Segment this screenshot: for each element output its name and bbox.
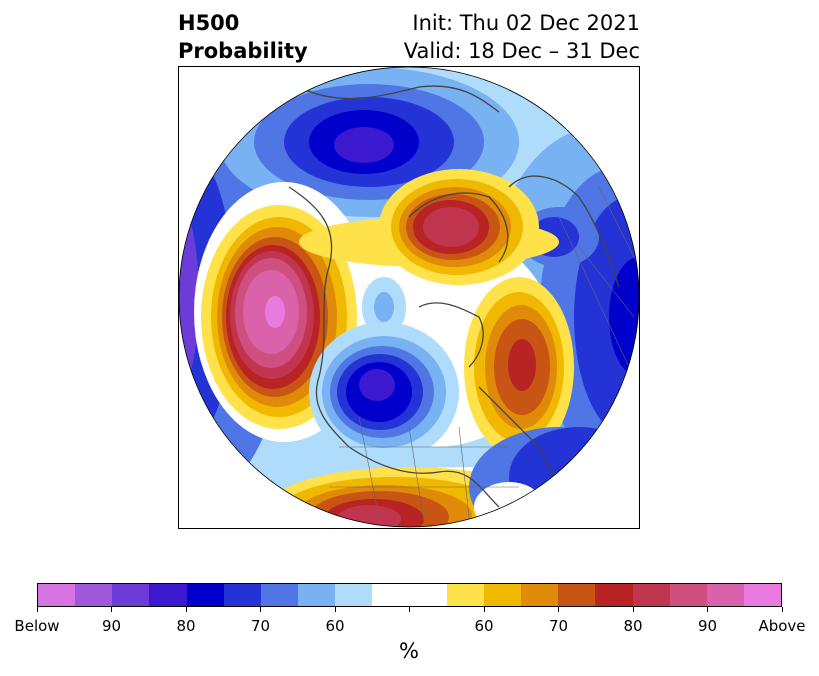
valid-range: Valid: 18 Dec – 31 Dec xyxy=(403,39,640,63)
colorbar xyxy=(37,583,782,607)
colorbar-swatch xyxy=(75,584,113,606)
map-boundary xyxy=(179,67,639,528)
colorbar-tick xyxy=(111,607,112,612)
init-date: Init: Thu 02 Dec 2021 xyxy=(412,11,640,35)
map-panel xyxy=(178,66,640,529)
probability-map xyxy=(179,67,639,528)
colorbar-swatch xyxy=(706,584,744,606)
colorbar-tick xyxy=(632,607,634,612)
colorbar-tick xyxy=(558,607,559,612)
colorbar-swatch xyxy=(298,584,336,606)
colorbar-swatch xyxy=(521,584,559,606)
colorbar-swatch xyxy=(669,584,707,606)
colorbar-tick xyxy=(707,607,708,612)
colorbar-tick xyxy=(260,607,261,612)
colorbar-swatch xyxy=(558,584,596,606)
colorbar-tick xyxy=(781,607,783,612)
colorbar-tick-label: 80 xyxy=(623,617,643,635)
colorbar-swatch xyxy=(595,584,633,606)
colorbar-tick xyxy=(483,607,485,612)
colorbar-swatch xyxy=(38,584,76,606)
colorbar-swatch xyxy=(149,584,187,606)
title-field: Probability xyxy=(178,39,308,63)
colorbar-swatch xyxy=(632,584,670,606)
colorbar-tick-label: 80 xyxy=(176,617,196,635)
colorbar-tick xyxy=(409,607,410,612)
colorbar-swatch xyxy=(335,584,373,606)
colorbar-tick-label: 90 xyxy=(697,617,718,635)
colorbar-tick-label: 70 xyxy=(548,617,569,635)
colorbar-tick-label: 70 xyxy=(250,617,271,635)
colorbar-swatch xyxy=(112,584,150,606)
colorbar-unit: % xyxy=(399,639,419,663)
title-variable: H500 xyxy=(178,11,240,35)
colorbar-tick-label: 60 xyxy=(474,617,494,635)
colorbar-swatch xyxy=(223,584,261,606)
colorbar-tick-label: 60 xyxy=(325,617,345,635)
colorbar-tick-label: Above xyxy=(758,617,806,635)
colorbar-swatch xyxy=(483,584,522,606)
colorbar-tick xyxy=(185,607,187,612)
colorbar-tick xyxy=(334,607,336,612)
colorbar-tick xyxy=(36,607,38,612)
title-left: H500 Probability xyxy=(178,9,308,65)
colorbar-swatch xyxy=(260,584,299,606)
borders xyxy=(329,186,639,523)
colorbar-swatch xyxy=(372,584,410,606)
colorbar-tick-label: Below xyxy=(14,617,60,635)
colorbar-tick-label: 90 xyxy=(101,617,122,635)
colorbar-swatch xyxy=(186,584,224,606)
colorbar-swatch xyxy=(743,584,782,606)
title-right: Init: Thu 02 Dec 2021 Valid: 18 Dec – 31… xyxy=(404,9,640,65)
colorbar-swatch xyxy=(446,584,484,606)
colorbar-swatch xyxy=(409,584,447,606)
